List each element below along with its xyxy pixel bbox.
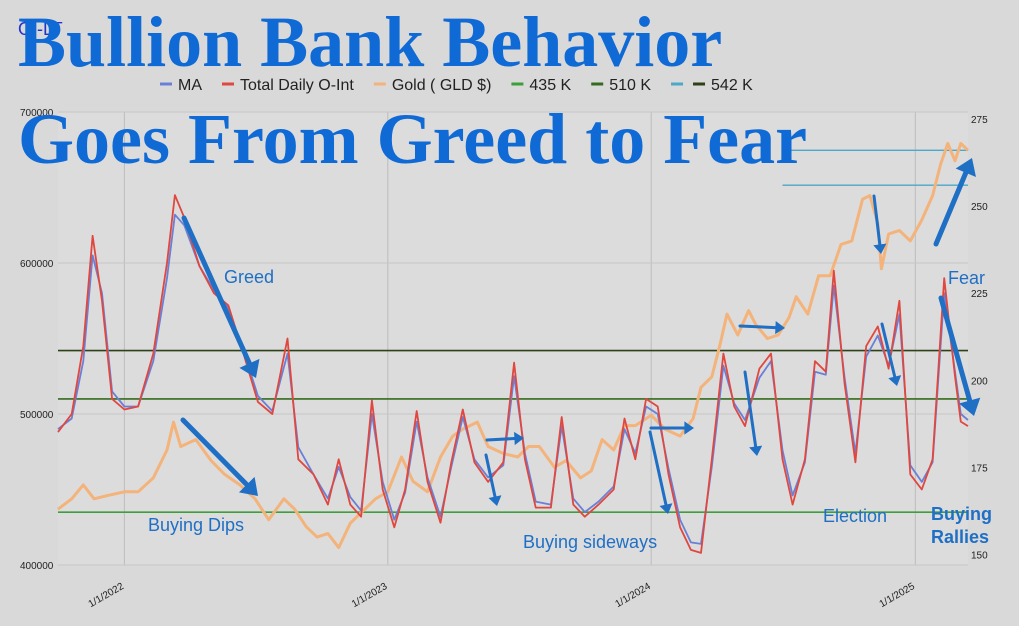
right-axis-ticks: 150 175 200 225 250 275 bbox=[971, 115, 988, 562]
right-axis-tick: 250 bbox=[971, 202, 988, 213]
rally-arrow-1 bbox=[738, 320, 785, 335]
buying-rallies-arrow bbox=[938, 295, 981, 416]
headline-line-2: Goes From Greed to Fear bbox=[18, 99, 807, 179]
arrow-shaft bbox=[648, 430, 668, 507]
brand-mark: OI-LT bbox=[18, 19, 63, 39]
election-arrow-1 bbox=[872, 194, 887, 254]
legend-label: Gold ( GLD $) bbox=[392, 77, 492, 94]
annotation-fear: Fear bbox=[948, 268, 985, 288]
right-axis-tick: 275 bbox=[971, 115, 988, 126]
left-axis-tick: 600000 bbox=[20, 259, 54, 270]
arrow-head bbox=[659, 503, 673, 514]
sideways-arrow-2 bbox=[484, 453, 502, 506]
annotation-buying-rallies-line2: Rallies bbox=[931, 527, 989, 547]
x-axis-ticks: 1/1/2022 1/1/2023 1/1/2024 1/1/2025 bbox=[87, 581, 918, 610]
arrow-shaft bbox=[180, 417, 250, 488]
arrow-head bbox=[873, 243, 887, 254]
sideways-arrow-3 bbox=[649, 421, 694, 435]
legend-label: 435 K bbox=[529, 77, 571, 94]
sideways-arrow-1 bbox=[485, 431, 524, 446]
arrow-head bbox=[959, 397, 981, 416]
right-axis-tick: 150 bbox=[971, 551, 988, 562]
arrow-head bbox=[239, 358, 260, 378]
annotation-greed: Greed bbox=[224, 267, 274, 287]
sideways-arrow-4 bbox=[648, 430, 673, 514]
arrow-head bbox=[488, 495, 502, 506]
election-arrow-2 bbox=[880, 322, 902, 386]
legend: MA Total Daily O-Int Gold ( GLD $) 435 K 510… bbox=[160, 77, 753, 94]
annotation-buying-rallies-line1: Buying bbox=[931, 504, 992, 524]
fear-arrow bbox=[933, 158, 976, 247]
plot-area bbox=[58, 112, 968, 565]
right-axis-tick: 175 bbox=[971, 463, 988, 474]
legend-label: MA bbox=[178, 77, 202, 94]
arrow-head bbox=[514, 431, 524, 446]
arrow-shaft bbox=[181, 215, 252, 366]
left-axis-tick: 400000 bbox=[20, 561, 54, 572]
buying-dips-arrow bbox=[180, 417, 258, 496]
legend-label: 510 K bbox=[609, 77, 651, 94]
rally-arrow-2 bbox=[743, 370, 763, 456]
arrow-shaft bbox=[933, 170, 969, 247]
legend-label: 542 K bbox=[711, 77, 753, 94]
series-total-daily-o-int bbox=[57, 194, 969, 554]
arrow-shaft bbox=[872, 194, 882, 246]
arrow-shaft bbox=[738, 324, 777, 330]
arrow-head bbox=[238, 476, 258, 496]
arrow-head bbox=[955, 158, 976, 178]
greed-arrow bbox=[181, 215, 260, 378]
arrow-shaft bbox=[484, 453, 497, 499]
arrow-head bbox=[749, 445, 763, 456]
arrow-head bbox=[775, 320, 785, 335]
annotation-arrows bbox=[180, 158, 981, 514]
arrow-shaft bbox=[938, 295, 973, 404]
reference-lines bbox=[58, 149, 968, 513]
annotation-buying-sideways: Buying sideways bbox=[523, 532, 657, 552]
gridlines bbox=[58, 111, 968, 566]
arrow-head bbox=[684, 421, 694, 435]
headline-line-1: Bullion Bank Behavior bbox=[18, 2, 722, 82]
arrow-shaft bbox=[485, 437, 516, 442]
left-axis-tick: 700000 bbox=[20, 108, 54, 119]
x-axis-tick: 1/1/2023 bbox=[350, 581, 390, 610]
left-axis-tick: 500000 bbox=[20, 410, 54, 421]
legend-label: Total Daily O-Int bbox=[240, 77, 354, 94]
left-axis-ticks: 400000 500000 600000 700000 bbox=[20, 108, 54, 572]
series-gold-gld bbox=[57, 141, 970, 550]
annotation-election: Election bbox=[823, 506, 887, 526]
arrow-shaft bbox=[743, 370, 758, 448]
right-axis-tick: 200 bbox=[971, 376, 988, 387]
x-axis-tick: 1/1/2022 bbox=[87, 581, 127, 610]
right-axis-tick: 225 bbox=[971, 289, 988, 300]
arrow-head bbox=[888, 375, 902, 386]
x-axis-tick: 1/1/2025 bbox=[878, 581, 918, 610]
annotation-buying-dips: Buying Dips bbox=[148, 515, 244, 535]
x-axis-tick: 1/1/2024 bbox=[613, 581, 653, 610]
arrow-shaft bbox=[880, 322, 897, 379]
